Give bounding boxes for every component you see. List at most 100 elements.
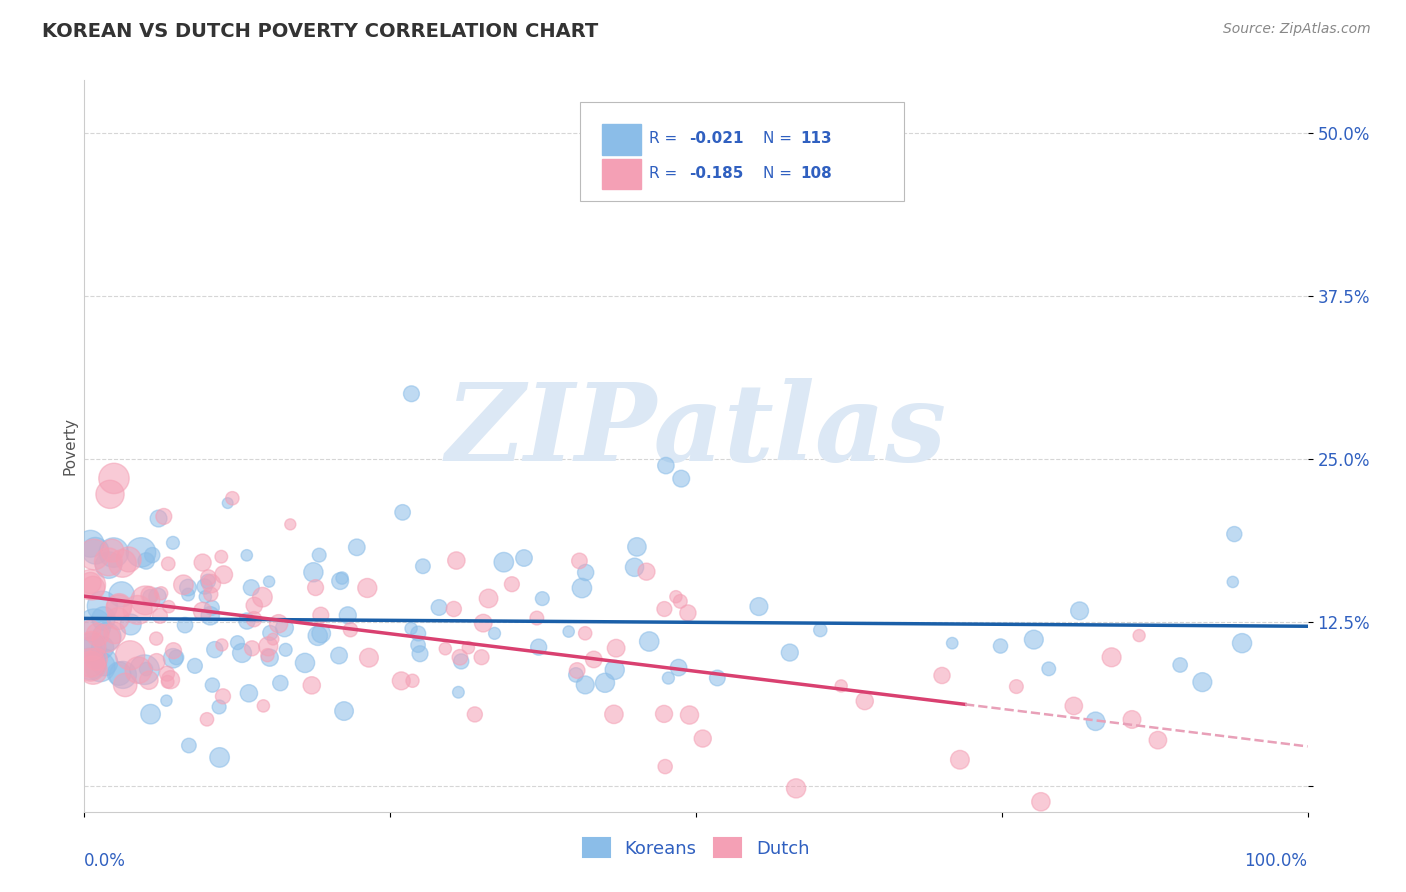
Point bbox=[278, 517, 301, 532]
Point bbox=[89, 660, 111, 674]
Text: N =: N = bbox=[763, 166, 797, 181]
Point bbox=[657, 671, 679, 685]
Point bbox=[236, 614, 259, 628]
Point bbox=[195, 712, 218, 726]
Point bbox=[217, 496, 239, 510]
Point bbox=[153, 509, 176, 524]
Point bbox=[145, 655, 167, 669]
Point bbox=[177, 588, 200, 602]
Point bbox=[212, 567, 235, 582]
Point bbox=[243, 612, 266, 626]
Point bbox=[97, 558, 120, 573]
Point bbox=[1063, 698, 1085, 713]
Point bbox=[148, 511, 170, 525]
Point bbox=[669, 594, 692, 608]
Point bbox=[304, 581, 326, 595]
FancyBboxPatch shape bbox=[602, 124, 641, 155]
Point bbox=[593, 675, 616, 690]
Point bbox=[200, 608, 222, 623]
Point bbox=[1147, 733, 1170, 747]
Point bbox=[1191, 675, 1213, 690]
Point bbox=[184, 658, 207, 673]
Point bbox=[79, 641, 101, 656]
Point bbox=[501, 577, 523, 591]
Point bbox=[84, 652, 107, 666]
Point bbox=[262, 632, 284, 647]
Point bbox=[391, 505, 413, 519]
Point bbox=[1222, 574, 1244, 589]
Point bbox=[162, 651, 184, 665]
Point bbox=[155, 693, 177, 707]
Point bbox=[447, 685, 470, 699]
Point bbox=[457, 640, 479, 655]
Point bbox=[308, 548, 330, 562]
Point bbox=[256, 648, 278, 663]
Point bbox=[107, 612, 129, 626]
Point bbox=[236, 549, 259, 563]
Point bbox=[1022, 632, 1045, 647]
Point bbox=[91, 599, 114, 614]
Point bbox=[626, 540, 648, 554]
Point bbox=[194, 590, 217, 604]
Point bbox=[129, 545, 152, 559]
Point bbox=[941, 636, 963, 650]
Point bbox=[157, 599, 180, 614]
Point bbox=[336, 608, 359, 623]
Point bbox=[399, 622, 422, 636]
Point bbox=[333, 704, 356, 718]
Point bbox=[665, 590, 688, 604]
Point bbox=[108, 600, 131, 615]
Point bbox=[450, 655, 472, 669]
Point bbox=[692, 731, 714, 746]
Point bbox=[339, 623, 361, 637]
Point bbox=[267, 616, 290, 631]
Text: 108: 108 bbox=[800, 166, 832, 181]
Point bbox=[146, 590, 169, 604]
Point bbox=[638, 634, 661, 648]
Point bbox=[243, 599, 266, 613]
Point bbox=[472, 616, 495, 631]
Point bbox=[274, 642, 297, 657]
Point bbox=[273, 621, 295, 635]
Point bbox=[492, 555, 515, 569]
Point bbox=[134, 593, 156, 607]
Point bbox=[141, 548, 163, 562]
Point bbox=[191, 604, 214, 618]
Point bbox=[1029, 795, 1052, 809]
Point bbox=[177, 581, 200, 595]
Point bbox=[330, 571, 353, 585]
Point bbox=[93, 656, 115, 670]
Point bbox=[172, 578, 194, 592]
Point bbox=[221, 491, 243, 506]
Text: -0.185: -0.185 bbox=[689, 166, 742, 181]
Point bbox=[309, 626, 332, 640]
Point bbox=[328, 648, 350, 663]
Point bbox=[434, 641, 457, 656]
Point bbox=[301, 678, 323, 692]
Point bbox=[574, 626, 596, 640]
Point bbox=[135, 554, 157, 568]
Point bbox=[231, 646, 253, 660]
Text: KOREAN VS DUTCH POVERTY CORRELATION CHART: KOREAN VS DUTCH POVERTY CORRELATION CHAR… bbox=[42, 22, 599, 41]
Point bbox=[582, 652, 605, 666]
Point bbox=[111, 557, 134, 571]
Point bbox=[91, 640, 114, 655]
Text: -0.021: -0.021 bbox=[689, 131, 744, 146]
Point bbox=[389, 673, 412, 688]
Point bbox=[706, 671, 728, 685]
Point bbox=[111, 668, 134, 682]
Point bbox=[346, 541, 368, 555]
Point bbox=[208, 700, 231, 714]
Text: R =: R = bbox=[650, 131, 682, 146]
Point bbox=[194, 580, 217, 594]
Point bbox=[668, 660, 690, 674]
Point bbox=[464, 707, 486, 722]
Point bbox=[82, 581, 104, 595]
Point bbox=[1168, 658, 1191, 673]
Point bbox=[605, 641, 627, 656]
Point bbox=[259, 650, 281, 665]
Point bbox=[409, 647, 432, 661]
Point bbox=[159, 673, 181, 687]
Point bbox=[197, 574, 219, 589]
Text: Source: ZipAtlas.com: Source: ZipAtlas.com bbox=[1223, 22, 1371, 37]
